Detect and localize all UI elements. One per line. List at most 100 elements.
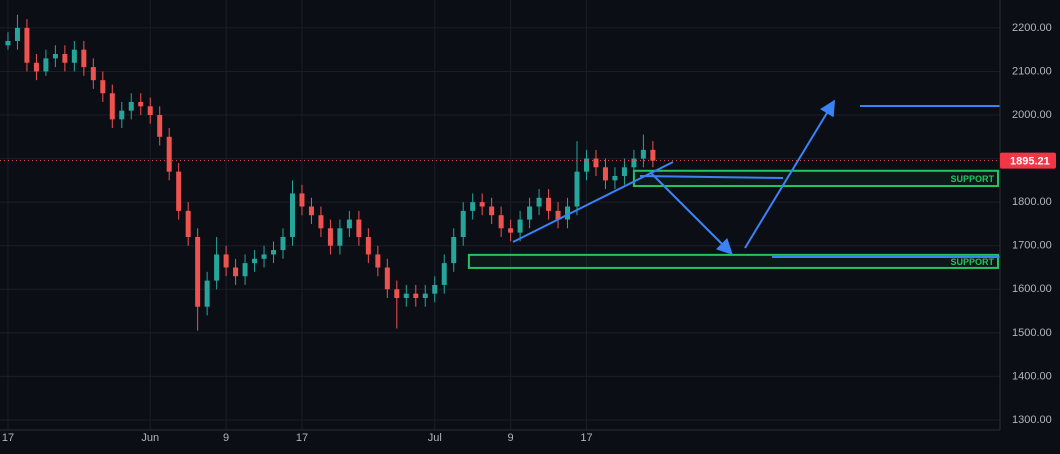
y-tick-label: 2100.00 [1012,65,1052,77]
candle-body [242,263,248,277]
candle-body [271,250,277,255]
candle-body [546,197,552,211]
candle-body [119,110,125,120]
zone-label: SUPPORT [950,174,994,184]
candle-body [299,193,305,207]
candle-body [24,27,30,63]
candle-body [555,210,561,220]
zones: SUPPORT SUPPORT [467,169,1000,269]
y-tick-label: 2000.00 [1012,109,1052,121]
candle-body [52,54,58,59]
candle-body [289,193,295,238]
candle-body [356,219,362,238]
x-tick-label: 17 [580,432,592,444]
x-tick-label: Jul [428,432,442,444]
candle-body [204,280,210,307]
candle-body [33,62,39,72]
candle-body [583,158,589,172]
candle-body [185,210,191,238]
y-tick-label: 1400.00 [1012,370,1052,382]
candle-body [384,267,390,290]
candle-body [176,171,182,211]
candle-body [527,206,533,220]
x-tick-label: Jun [141,432,159,444]
candle-body [375,254,381,268]
candle-body [327,228,333,246]
candle-body [508,228,514,233]
last-price-label: 1895.21 [1010,156,1050,168]
axes: 1300.00 1400.00 1500.00 1600.00 1700.00 1800.… [2,22,1056,444]
x-tick-label: 9 [223,432,229,444]
candle-body [432,284,438,294]
last-price-box [1000,152,1056,169]
candle-body [565,206,571,220]
candle-body [100,80,106,94]
candle-body [621,167,627,177]
grid [0,0,1000,430]
candle-body [517,219,523,233]
candle-body [223,254,229,268]
candle-body [650,149,656,161]
candle-body [43,58,49,72]
candle-body [602,167,608,181]
candle-body [214,254,220,281]
trend-drawings [512,99,1000,258]
candle-body [195,237,201,307]
y-tick-label: 1600.00 [1012,283,1052,295]
candle-body [90,67,96,81]
y-tick-label: 1300.00 [1012,414,1052,426]
support-zone [632,169,1000,188]
candle-body [233,267,239,277]
candle-body [536,197,542,207]
support-zone [467,253,999,269]
zone-label: SUPPORT [950,257,994,267]
candle-body [157,115,163,137]
candle-body [14,27,20,41]
candle-body [109,93,115,120]
candle-body [612,176,618,181]
x-tick-label: 9 [508,432,514,444]
y-tick-label: 1800.00 [1012,196,1052,208]
candle-body [252,258,258,264]
y-tick-label: 1700.00 [1012,240,1052,252]
arrow-up [744,99,836,249]
candle-body [640,149,646,159]
candle-body [394,289,400,298]
candle-body [631,158,637,168]
candle-body [128,101,134,111]
candle-body [81,49,87,68]
candle-body [365,237,371,255]
candle-body [441,263,447,285]
y-tick-label: 2200.00 [1012,22,1052,34]
candle-body [574,171,580,207]
candle-body [308,206,314,216]
arrow-down [649,171,733,255]
candle-body [593,158,599,168]
candle-body [479,202,485,207]
candle-body [470,202,476,211]
y-tick-label: 1500.00 [1012,327,1052,339]
candle-body [138,101,144,107]
candle-body [337,228,343,246]
candle-body [318,215,324,229]
candle-body [346,219,352,229]
candle-body [280,237,286,251]
candle-body [261,254,267,259]
x-tick-label: 17 [2,432,14,444]
candle-body [403,293,409,298]
candle-body [62,54,68,63]
candle-body [489,206,495,216]
candle-body [413,293,419,298]
candle-body [147,106,153,116]
x-tick-label: 17 [296,432,308,444]
candle-body [451,237,457,264]
candle-body [422,293,428,298]
level-line [639,175,784,179]
candle-body [498,215,504,229]
candle-body [166,136,172,172]
candle-body [5,40,11,46]
candles [0,14,1000,331]
candle-body [460,210,466,238]
candle-body [71,49,77,63]
